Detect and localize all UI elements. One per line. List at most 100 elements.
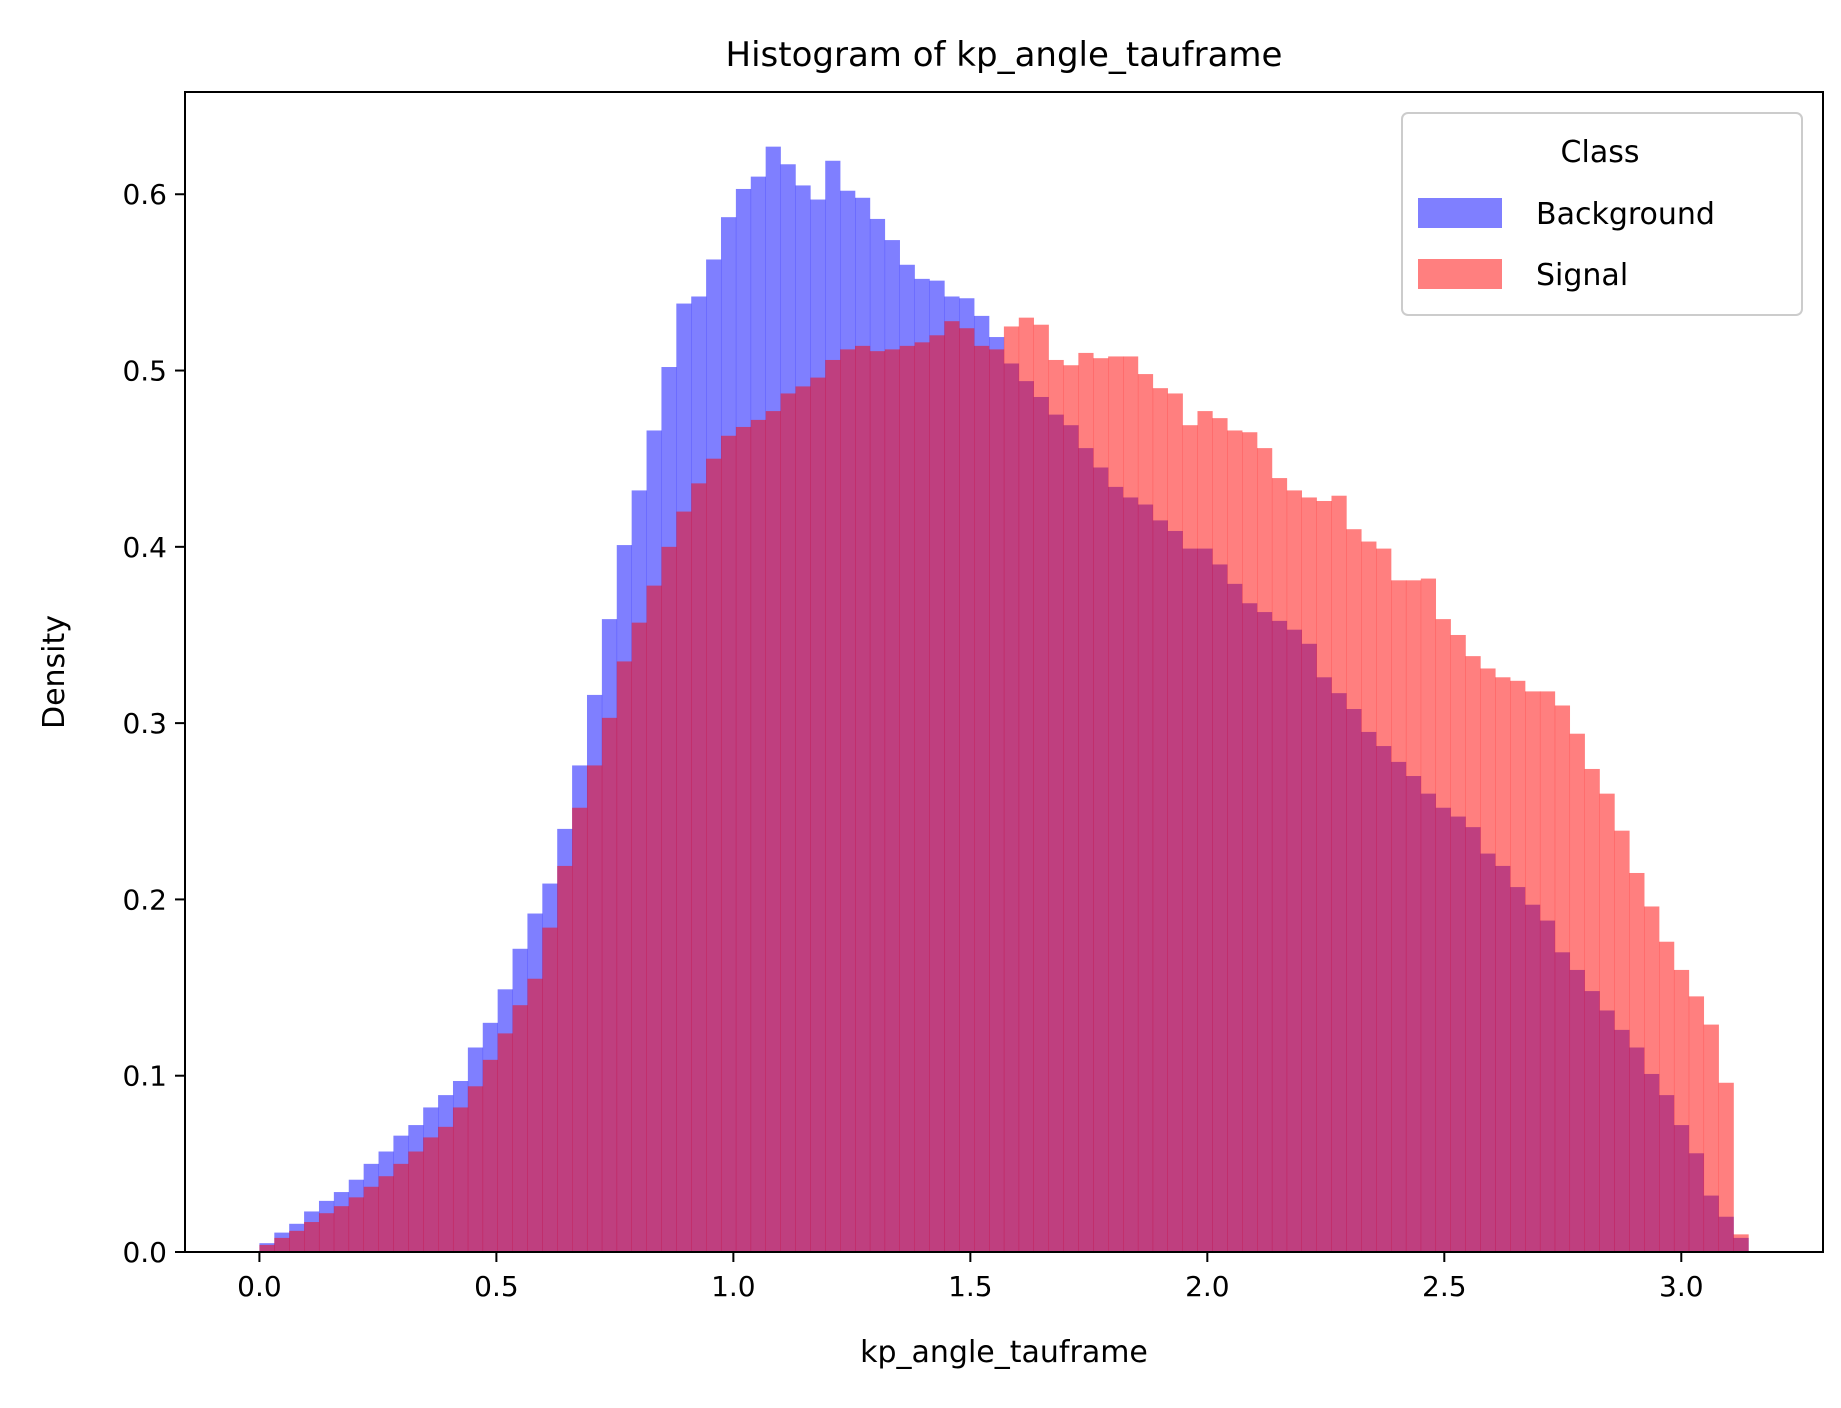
bar-signal — [1003, 326, 1020, 1252]
bar-signal — [1361, 541, 1377, 1252]
y-tick-label: 0.2 — [122, 883, 167, 916]
bar-signal — [1227, 430, 1243, 1253]
bar-signal — [1554, 705, 1571, 1252]
bar-signal — [1033, 324, 1049, 1252]
x-tick-label: 2.0 — [1185, 1270, 1230, 1303]
bar-signal — [1346, 529, 1362, 1252]
legend-title: Class — [1561, 135, 1640, 170]
bar-signal — [720, 435, 737, 1252]
bar-signal — [691, 483, 707, 1252]
bar-signal — [1123, 356, 1139, 1252]
x-tick-label: 0.0 — [237, 1270, 282, 1303]
bar-signal — [438, 1126, 454, 1252]
bar-signal — [1048, 359, 1064, 1253]
bar-signal — [1167, 393, 1183, 1252]
bar-signal — [676, 511, 692, 1252]
x-tick-label: 0.5 — [474, 1270, 519, 1303]
bar-signal — [1152, 388, 1168, 1252]
bar-signal — [1435, 619, 1451, 1252]
bar-signal — [631, 622, 647, 1252]
bar-signal — [735, 426, 752, 1252]
bar-signal — [1569, 733, 1585, 1252]
bar-signal — [1703, 1024, 1719, 1252]
bar-signal — [1688, 996, 1705, 1252]
bar-signal — [840, 349, 856, 1253]
bar-signal — [586, 765, 603, 1252]
bar-signal — [1525, 691, 1541, 1252]
x-tick-label: 1.0 — [711, 1270, 756, 1303]
bar-signal — [855, 345, 871, 1252]
y-tick-label: 0.5 — [122, 355, 167, 388]
bar-signal — [393, 1163, 409, 1252]
bar-signal — [750, 419, 766, 1253]
bar-signal — [884, 349, 900, 1253]
bar-signal — [304, 1222, 320, 1252]
bar-signal — [1495, 677, 1511, 1252]
bars-layer — [259, 146, 1749, 1253]
bar-signal — [661, 546, 677, 1252]
chart-title: Histogram of kp_angle_tauframe — [726, 35, 1283, 75]
bar-signal — [1659, 941, 1675, 1252]
bar-signal — [1614, 830, 1630, 1252]
bar-signal — [616, 661, 632, 1252]
bar-signal — [467, 1086, 484, 1252]
bar-signal — [780, 393, 796, 1252]
legend-swatch-signal — [1418, 259, 1502, 289]
y-tick-label: 0.0 — [122, 1236, 167, 1269]
bar-signal — [497, 1033, 513, 1252]
bar-signal — [646, 585, 662, 1252]
bar-signal — [765, 411, 781, 1252]
legend-label-signal: Signal — [1536, 258, 1628, 293]
bar-signal — [408, 1151, 424, 1252]
bar-signal — [1644, 906, 1660, 1252]
bar-signal — [974, 345, 990, 1252]
bar-signal — [378, 1176, 394, 1252]
bar-signal — [1733, 1234, 1749, 1252]
bar-signal — [452, 1107, 469, 1252]
bar-signal — [512, 1005, 528, 1252]
bar-signal — [1331, 495, 1347, 1252]
bar-signal — [1420, 578, 1437, 1252]
bar-signal — [601, 717, 618, 1252]
bar-signal — [810, 377, 826, 1252]
bar-signal — [989, 349, 1005, 1253]
y-axis-ticks: 0.0 0.1 0.2 0.3 0.4 0.5 0.6 — [122, 178, 185, 1269]
bar-signal — [1450, 634, 1466, 1252]
bar-signal — [1212, 418, 1228, 1252]
y-tick-label: 0.6 — [122, 178, 167, 211]
bar-signal — [1510, 680, 1526, 1252]
bar-signal — [289, 1230, 305, 1252]
bar-signal — [259, 1244, 275, 1252]
bar-signal — [869, 351, 886, 1252]
y-tick-label: 0.4 — [122, 531, 167, 564]
bar-signal — [423, 1137, 439, 1252]
bar-signal — [572, 807, 588, 1252]
bar-signal — [482, 1059, 498, 1252]
bar-signal — [1271, 478, 1288, 1252]
bar-signal — [1063, 365, 1079, 1252]
bar-signal — [1197, 411, 1213, 1252]
bar-signal — [1465, 656, 1481, 1252]
bar-signal — [333, 1206, 350, 1252]
bar-signal — [706, 458, 722, 1253]
bar-signal — [1257, 448, 1273, 1252]
bar-signal — [899, 345, 915, 1252]
bar-signal — [542, 927, 558, 1252]
legend: Class Background Signal — [1401, 112, 1803, 316]
y-axis-label: Density — [37, 615, 72, 729]
bar-signal — [1316, 500, 1332, 1252]
bar-signal — [1108, 356, 1124, 1252]
bar-signal — [1093, 358, 1109, 1252]
bar-signal — [1078, 352, 1094, 1252]
bar-signal — [929, 335, 945, 1252]
bar-signal — [914, 342, 930, 1252]
bar-signal — [318, 1213, 335, 1252]
x-axis-ticks: 0.0 0.5 1.0 1.5 2.0 2.5 3.0 — [237, 1252, 1704, 1303]
bar-signal — [1391, 580, 1407, 1252]
bar-signal — [274, 1237, 290, 1252]
bar-signal — [795, 386, 811, 1252]
bar-signal — [348, 1197, 364, 1252]
bar-signal — [1137, 374, 1154, 1252]
bar-signal — [527, 978, 543, 1252]
